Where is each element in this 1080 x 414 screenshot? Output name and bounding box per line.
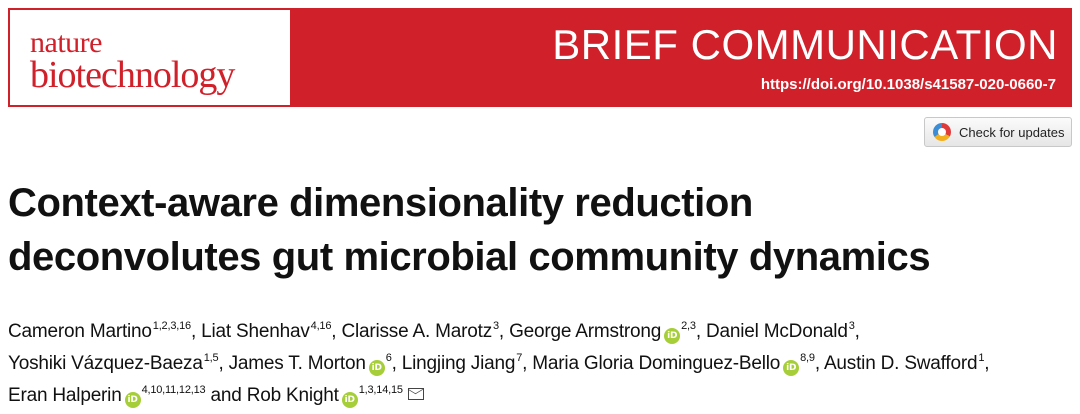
orcid-icon[interactable]: iD: [368, 360, 385, 376]
author-affiliation: 3: [493, 320, 499, 332]
author-affiliation: 1,3,14,15: [358, 384, 403, 396]
author-separator: ,: [218, 353, 229, 374]
journal-logo-line1: nature: [30, 26, 102, 59]
author-list: Cameron Martino1,2,3,16, Liat Shenhav4,1…: [8, 316, 1076, 412]
author-affiliation: 8,9: [800, 352, 815, 364]
orcid-icon[interactable]: iD: [664, 328, 681, 344]
article-title-line2: deconvolutes gut microbial community dyn…: [8, 235, 931, 279]
author-name: Eran Halperin: [8, 385, 122, 406]
author[interactable]: Austin D. Swafford1: [823, 352, 985, 375]
author-separator: ,: [190, 321, 202, 342]
author-name: Daniel McDonald: [706, 321, 848, 342]
author[interactable]: Yoshiki Vázquez-Baeza1,5: [8, 352, 219, 375]
author-name: Yoshiki Vázquez-Baeza: [8, 353, 203, 374]
orcid-icon[interactable]: iD: [783, 360, 800, 376]
article-title-line1: Context-aware dimensionality reduction: [8, 181, 753, 225]
author-affiliation: 1,2,3,16: [152, 320, 191, 332]
author-separator: ,: [984, 353, 990, 374]
author-name: Austin D. Swafford: [823, 353, 978, 374]
author-name: James T. Morton: [228, 353, 366, 374]
check-for-updates-label: Check for updates: [959, 124, 1065, 140]
author-affiliation: 2,3: [681, 320, 696, 332]
author-separator: ,: [854, 321, 860, 342]
orcid-icon[interactable]: iD: [124, 392, 141, 408]
check-for-updates-button[interactable]: Check for updates: [924, 117, 1072, 147]
article-title: Context-aware dimensionality reduction d…: [8, 176, 1072, 284]
author-affiliation: 6: [385, 352, 392, 364]
author-name: Clarisse A. Marotz: [341, 321, 492, 342]
author-separator: ,: [814, 353, 824, 374]
doi-link[interactable]: https://doi.org/10.1038/s41587-020-0660-…: [760, 76, 1056, 93]
author-affiliation: 7: [516, 352, 523, 364]
author-separator: ,: [391, 353, 402, 374]
author[interactable]: Clarisse A. Marotz3: [341, 320, 499, 343]
author[interactable]: George Armstrong iD2,3: [509, 320, 696, 344]
author[interactable]: Rob Knight iD1,3,14,15: [246, 384, 424, 408]
author-affiliation: 3: [848, 320, 855, 332]
author[interactable]: Lingjing Jiang7: [401, 352, 523, 375]
article-type: BRIEF COMMUNICATION: [552, 21, 1058, 68]
author[interactable]: Cameron Martino1,2,3,16: [8, 320, 191, 343]
author-separator: ,: [522, 353, 533, 374]
author-separator: ,: [498, 321, 510, 342]
author[interactable]: Liat Shenhav4,16: [201, 320, 332, 343]
journal-banner: nature biotechnology BRIEF COMMUNICATION…: [8, 8, 1072, 107]
author-name: George Armstrong: [509, 321, 662, 342]
author-name: Maria Gloria Dominguez-Bello: [532, 353, 781, 374]
orcid-icon[interactable]: iD: [341, 392, 358, 408]
author-affiliation: 1: [978, 352, 985, 364]
author-separator: ,: [695, 321, 707, 342]
email-icon[interactable]: [407, 388, 424, 400]
author-separator: ,: [331, 321, 342, 342]
author[interactable]: Eran Halperin iD4,10,11,12,13: [8, 384, 206, 408]
author[interactable]: Maria Gloria Dominguez-Bello iD8,9: [532, 352, 815, 376]
author-name: Cameron Martino: [8, 321, 152, 342]
author-name: Liat Shenhav: [201, 321, 310, 342]
author-affiliation: 1,5: [203, 352, 219, 364]
author-affiliation: 4,10,11,12,13: [141, 384, 206, 396]
journal-logo-line2: biotechnology: [30, 54, 235, 96]
author[interactable]: Daniel McDonald3: [706, 320, 855, 343]
author[interactable]: James T. Morton iD6: [228, 352, 392, 376]
author-name: Lingjing Jiang: [401, 353, 516, 374]
journal-logo[interactable]: nature biotechnology: [10, 10, 290, 105]
author-affiliation: 4,16: [310, 320, 332, 332]
author-name: Rob Knight: [246, 385, 339, 406]
crossmark-icon: [933, 123, 951, 141]
author-separator: and: [205, 385, 247, 406]
